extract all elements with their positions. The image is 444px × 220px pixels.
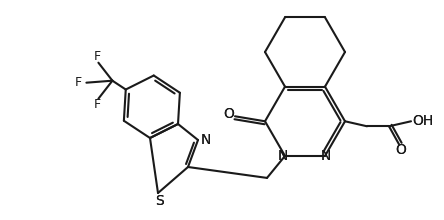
Text: O: O [396, 143, 406, 157]
Text: N: N [321, 149, 331, 163]
Text: N: N [201, 133, 211, 147]
Text: S: S [155, 194, 163, 208]
Text: S: S [155, 194, 163, 208]
Text: N: N [201, 133, 211, 147]
Text: N: N [278, 149, 288, 163]
Text: OH: OH [412, 114, 434, 128]
Text: O: O [224, 107, 234, 121]
Text: F: F [75, 76, 82, 89]
Text: N: N [278, 149, 288, 163]
Text: O: O [396, 143, 406, 157]
Text: F: F [94, 50, 101, 63]
Text: N: N [321, 149, 331, 163]
Text: O: O [224, 107, 234, 121]
Text: OH: OH [412, 114, 434, 128]
Text: F: F [94, 98, 101, 111]
